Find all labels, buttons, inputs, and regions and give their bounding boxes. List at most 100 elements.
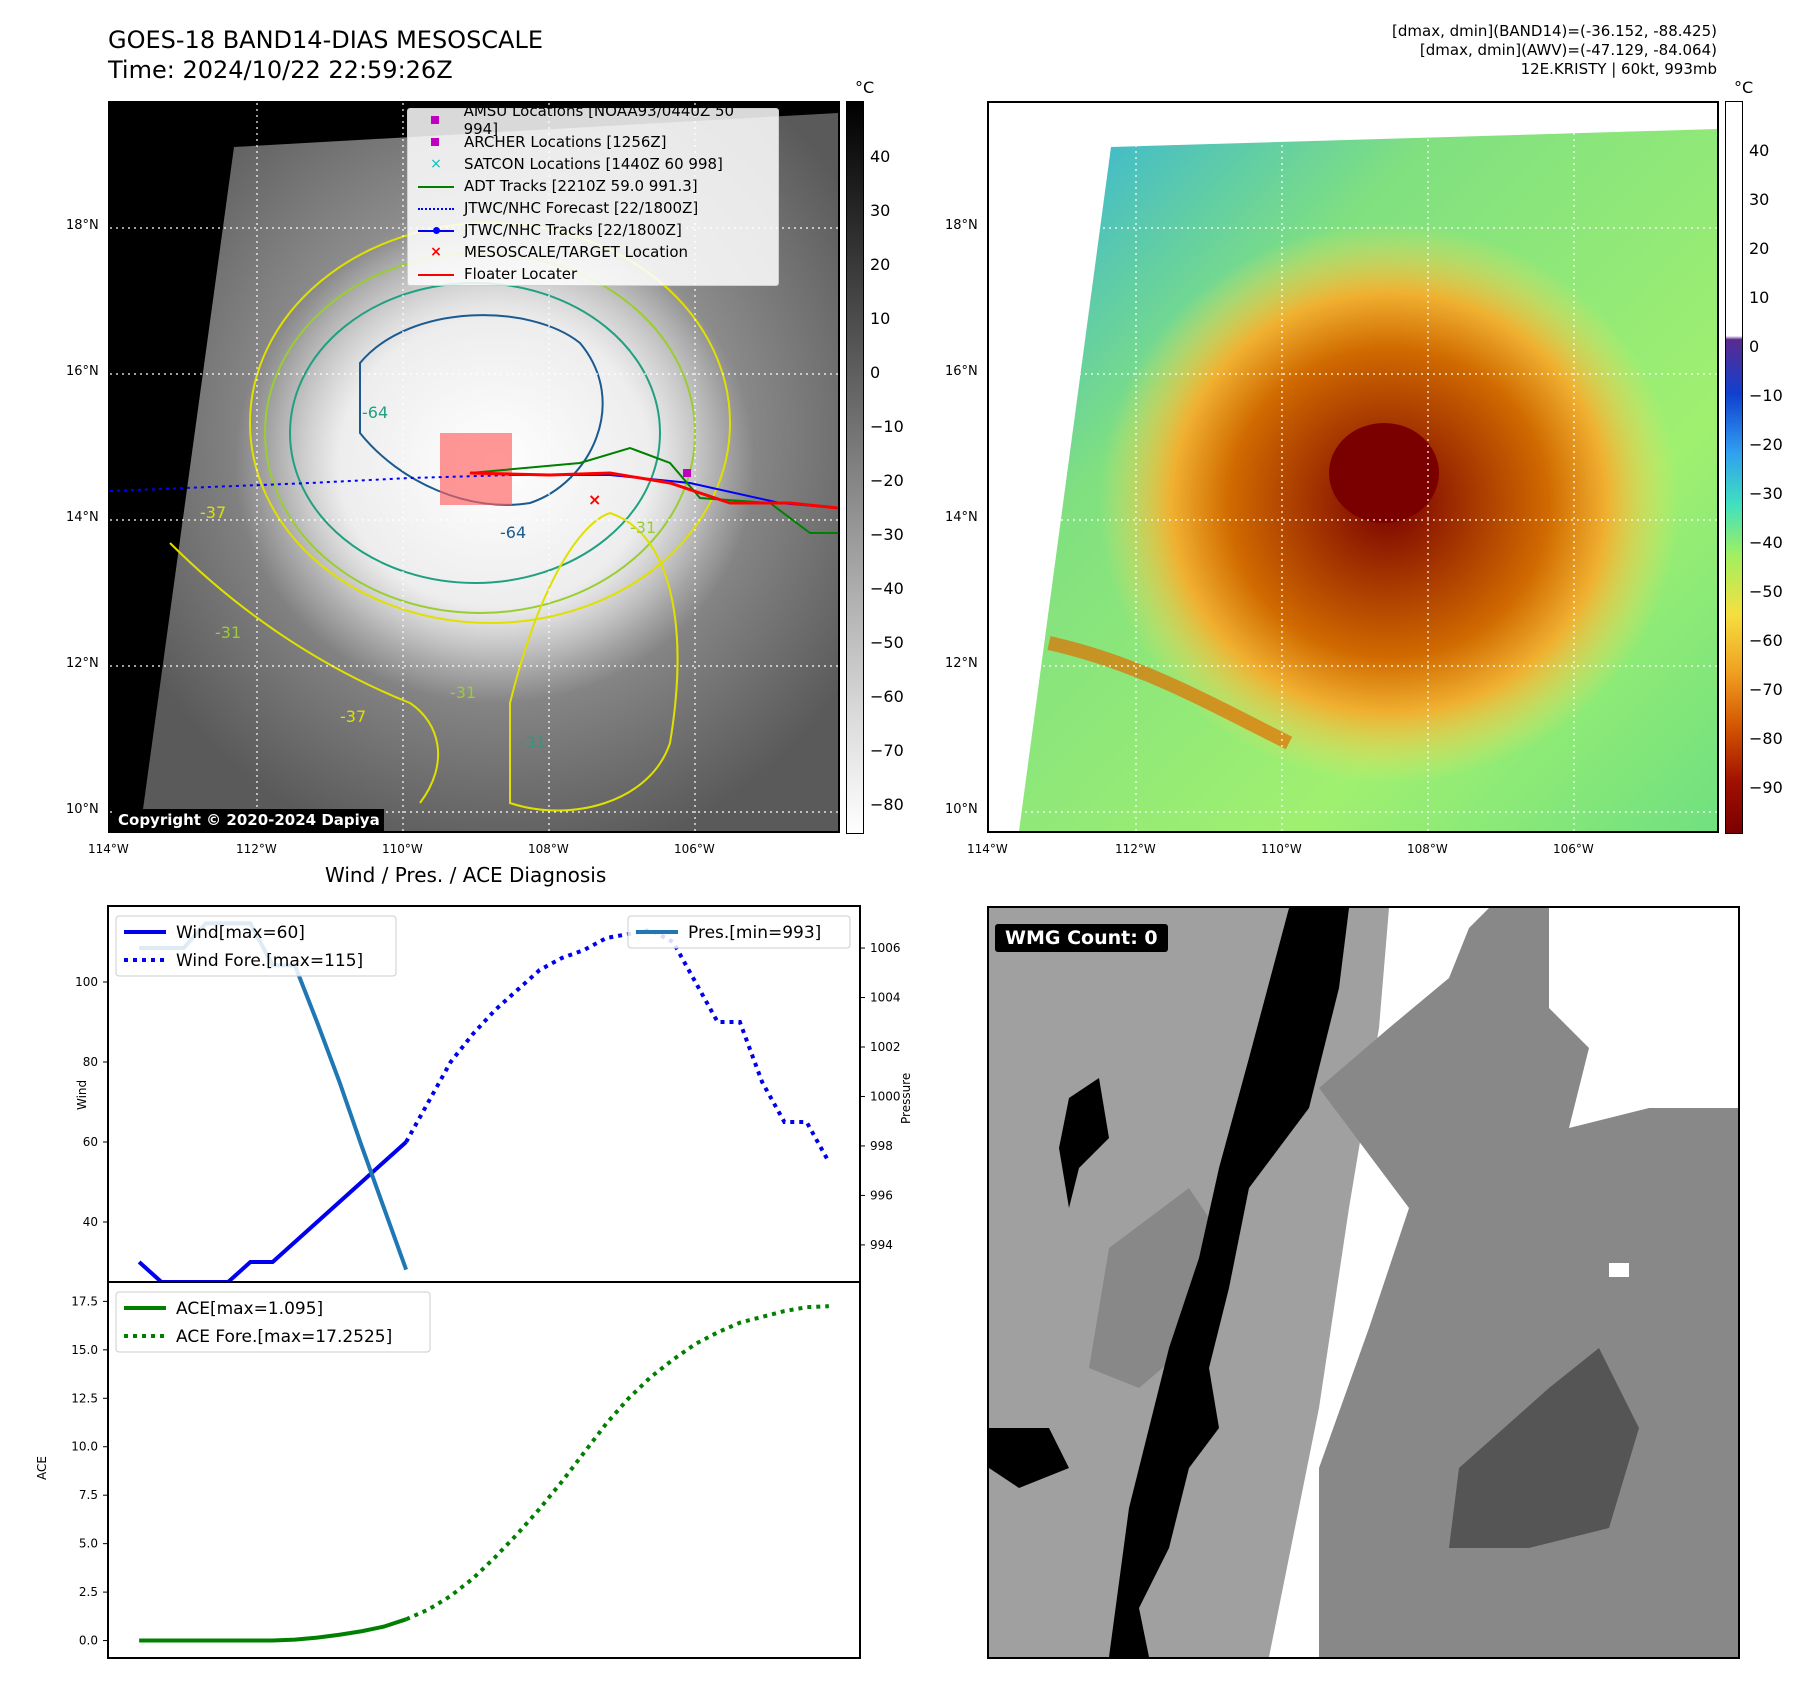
legend-wind: Wind[max=60] Wind Fore.[max=115] <box>115 915 397 977</box>
cb-tick: 0 <box>870 363 881 382</box>
lat-label: 12°N <box>66 656 99 671</box>
cb-tick: 10 <box>1749 288 1770 307</box>
legend-box <box>627 915 851 949</box>
colorbar-awv <box>1725 101 1743 834</box>
y-tick-label: 80 <box>83 1055 98 1069</box>
cb-tick: −70 <box>1749 680 1783 699</box>
contour-label: -37 <box>200 503 227 522</box>
lat-label: 16°N <box>945 364 978 379</box>
series-line-1 <box>404 927 831 1163</box>
y-tick-label: 2.5 <box>79 1585 98 1599</box>
lat-label: 14°N <box>945 510 978 525</box>
ace-series-line-1 <box>405 1304 829 1622</box>
y2-tick-label: 1002 <box>870 1040 901 1054</box>
colorbar-ticks: 40 30 20 10 0 −10 −20 −30 −40 −50 −60 −7… <box>870 101 910 832</box>
colorbar-unit: °C <box>1734 78 1754 97</box>
contour-label: -64 <box>500 523 527 542</box>
lat-label: 18°N <box>66 218 99 233</box>
wmg-panel[interactable]: WMG Count: 0 <box>987 906 1740 1659</box>
cb-tick: −70 <box>870 741 904 760</box>
page-title: GOES-18 BAND14-DIAS MESOSCALE <box>108 26 544 54</box>
lon-label: 110°W <box>382 842 423 856</box>
contour-label: -31 <box>630 518 657 537</box>
lon-label: 112°W <box>1115 842 1156 856</box>
target-marker: × <box>588 490 601 509</box>
cb-tick: −80 <box>870 795 904 814</box>
timestamp: Time: 2024/10/22 22:59:26Z <box>108 56 453 84</box>
y-tick-label: 0.0 <box>79 1634 98 1648</box>
line-dot-icon <box>416 224 456 236</box>
y-tick-label: 40 <box>83 1215 98 1229</box>
eye-region <box>1329 423 1439 523</box>
legend-label: ACE[max=1.095] <box>176 1299 323 1319</box>
contour-label: -31 <box>215 623 242 642</box>
awv-map-canvas <box>989 103 1717 831</box>
copyright-label: Copyright © 2020-2024 Dapiya <box>114 809 384 831</box>
legend-label: Wind[max=60] <box>176 923 305 943</box>
wind-pressure-chart[interactable]: 100 80 60 40 1006 1004 1002 1000 998 996 994 Wind Pr… <box>60 900 950 1290</box>
cb-tick: −50 <box>870 633 904 652</box>
cb-tick: −10 <box>870 417 904 436</box>
y-tick-label: 7.5 <box>79 1488 98 1502</box>
cb-tick: 0 <box>1749 337 1760 356</box>
cb-tick: 30 <box>870 201 891 220</box>
cb-tick: −40 <box>870 579 904 598</box>
cb-tick: −30 <box>1749 484 1783 503</box>
ace-chart[interactable]: 17.5 15.0 12.5 10.0 7.5 5.0 2.5 0.0 ACE ACE[max=1… <box>30 1280 950 1660</box>
y2-axis-label: Pressure <box>899 1073 913 1124</box>
y-tick-label: 15.0 <box>71 1343 98 1357</box>
lon-label: 110°W <box>1261 842 1302 856</box>
line-icon <box>416 180 456 192</box>
ir-map[interactable]: × AMSU Locations [NOAA93/0440Z 50 994] A… <box>108 101 840 833</box>
marker-square-icon <box>416 136 456 148</box>
ir-legend: AMSU Locations [NOAA93/0440Z 50 994] ARC… <box>407 103 779 286</box>
cb-tick: −50 <box>1749 582 1783 601</box>
legend-box <box>115 915 397 977</box>
cb-tick: −60 <box>1749 631 1783 650</box>
contour-label: -31 <box>520 733 547 752</box>
lon-label: 114°W <box>967 842 1008 856</box>
diagnosis-title: Wind / Pres. / ACE Diagnosis <box>325 863 607 887</box>
cb-tick: 10 <box>870 309 891 328</box>
legend-item-satcon: × SATCON Locations [1440Z 60 998] <box>408 153 778 175</box>
y-tick-label: 17.5 <box>71 1294 98 1308</box>
wmg-white-pixel <box>1609 1263 1629 1277</box>
contour-band <box>509 511 679 812</box>
cb-tick: −90 <box>1749 778 1783 797</box>
legend-label: ACE Fore.[max=17.2525] <box>176 1327 392 1347</box>
cb-tick: 40 <box>1749 141 1770 160</box>
cb-tick: 20 <box>870 255 891 274</box>
storm-info: 12E.KRISTY | 60kt, 993mb <box>1520 60 1717 78</box>
contour-label: -64 <box>362 403 389 422</box>
colorbar-unit: °C <box>855 78 875 97</box>
legend-box <box>115 1291 431 1353</box>
marker-square-icon <box>416 114 456 126</box>
wmg-black-blob <box>1059 1078 1109 1208</box>
stats-block: [dmax, dmin](BAND14)=(-36.152, -88.425) … <box>1392 22 1717 79</box>
lon-label: 106°W <box>674 842 715 856</box>
cb-tick: −10 <box>1749 386 1783 405</box>
y2-tick-label: 1006 <box>870 941 901 955</box>
y-tick-label: 5.0 <box>79 1537 98 1551</box>
marker-x-icon: × <box>430 244 442 260</box>
legend-ace: ACE[max=1.095] ACE Fore.[max=17.2525] <box>115 1291 431 1353</box>
cb-tick: −20 <box>1749 435 1783 454</box>
lon-label: 112°W <box>236 842 277 856</box>
y-tick-label: 100 <box>75 975 98 989</box>
cb-tick: 40 <box>870 147 891 166</box>
contour-blue <box>359 314 604 506</box>
cb-tick: −40 <box>1749 533 1783 552</box>
y-axis-label: Wind <box>75 1080 89 1110</box>
y-tick-label: 60 <box>83 1135 98 1149</box>
lon-label: 114°W <box>88 842 129 856</box>
legend-item-amsu: AMSU Locations [NOAA93/0440Z 50 994] <box>408 103 778 138</box>
lat-label: 14°N <box>66 510 99 525</box>
floater-track <box>469 471 838 510</box>
cb-tick: −30 <box>870 525 904 544</box>
amsu-marker <box>683 469 691 477</box>
ace-series-line-0 <box>139 1617 407 1643</box>
awv-range: [dmax, dmin](AWV)=(-47.129, -84.064) <box>1419 41 1717 59</box>
awv-map[interactable] <box>987 101 1719 833</box>
legend-item-floater: Floater Locater <box>408 263 778 285</box>
wmg-count-badge: WMG Count: 0 <box>995 924 1168 952</box>
